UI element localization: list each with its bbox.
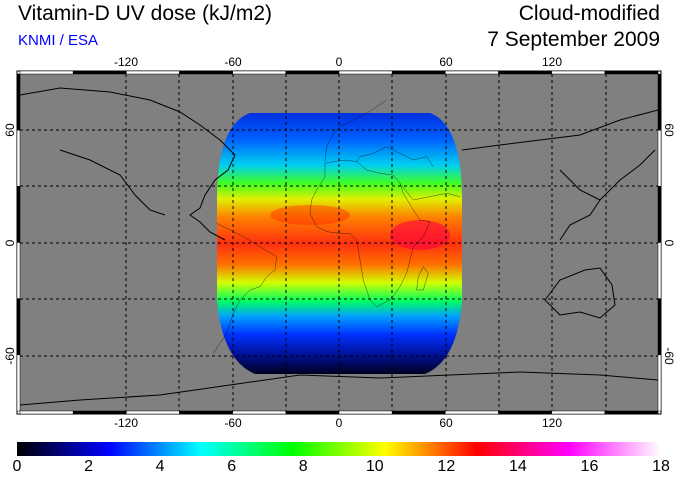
lat-label-left: 0 xyxy=(3,239,17,246)
frame-tick-segment xyxy=(16,298,21,356)
lat-label-right: 60 xyxy=(662,123,676,137)
arabia-coastline xyxy=(399,183,461,201)
frame-tick-segment xyxy=(657,129,662,187)
lon-label-top: 120 xyxy=(541,55,563,69)
madagascar-coastline xyxy=(416,266,429,291)
frame-tick-segment xyxy=(498,410,552,415)
lat-label-left: -60 xyxy=(3,347,17,365)
frame-tick-segment xyxy=(285,410,340,415)
europe-coastline xyxy=(324,99,434,167)
lon-label-bottom: 120 xyxy=(541,416,563,430)
africa-coastline xyxy=(309,159,431,307)
frame-tick-segment xyxy=(72,70,127,75)
credit-label: KNMI / ESA xyxy=(18,32,99,49)
latitude-labels: 60 0 -60 60 0 -60 xyxy=(3,123,676,365)
lon-label-top: 60 xyxy=(439,55,453,69)
map-frame-ticks xyxy=(16,70,662,415)
frame-tick-segment xyxy=(657,73,662,131)
lon-label-top: -120 xyxy=(113,55,139,69)
colorbar-tick-label: 14 xyxy=(508,458,527,475)
frame-tick-segment xyxy=(19,410,74,415)
world-map: 60 0 -60 60 0 -60 xyxy=(3,70,676,415)
mode-label: Cloud-modified xyxy=(518,2,660,25)
colorbar-tick-label: 2 xyxy=(84,458,93,475)
colorbar-tick-label: 12 xyxy=(437,458,456,475)
lon-label-top: 0 xyxy=(335,55,343,69)
frame-tick-segment xyxy=(391,70,446,75)
frame-tick-segment xyxy=(19,70,74,75)
uv-hotspot xyxy=(270,205,350,225)
uv-hotspot xyxy=(390,220,450,250)
date-label: 7 September 2009 xyxy=(487,28,660,51)
colorbar-tick-label: 0 xyxy=(12,458,22,475)
frame-tick-segment xyxy=(551,70,606,75)
frame-tick-segment xyxy=(498,70,552,75)
lat-label-right: -60 xyxy=(662,347,676,365)
coastlines xyxy=(20,87,658,406)
colorbar-tick-label: 10 xyxy=(365,458,384,475)
lon-label-bottom: -120 xyxy=(113,416,139,430)
frame-tick-segment xyxy=(657,298,662,356)
frame-tick-segment xyxy=(391,410,446,415)
colorbar-tick-label: 4 xyxy=(155,458,165,475)
frame-tick-segment xyxy=(16,242,21,299)
frame-tick-segment xyxy=(657,354,662,412)
graticule xyxy=(20,74,658,411)
frame-tick-segment xyxy=(16,129,21,187)
frame-tick-segment xyxy=(232,70,287,75)
map-title: Vitamin-D UV dose (kJ/m2) xyxy=(18,2,273,25)
frame-tick-segment xyxy=(445,70,499,75)
frame-tick-segment xyxy=(126,70,180,75)
frame-tick-segment xyxy=(657,242,662,299)
lat-label-right: 0 xyxy=(662,240,676,247)
frame-tick-segment xyxy=(285,70,340,75)
frame-tick-segment xyxy=(338,410,393,415)
frame-tick-segment xyxy=(179,410,233,415)
frame-tick-segment xyxy=(551,410,606,415)
frame-tick-segment xyxy=(16,73,21,131)
antarctica-coastline xyxy=(20,371,658,406)
lat-label-left: 60 xyxy=(3,123,17,137)
asia-coastline xyxy=(461,109,658,241)
lon-label-bottom: 0 xyxy=(335,416,343,430)
frame-tick-segment xyxy=(232,410,287,415)
colorbar xyxy=(17,442,661,456)
frame-tick-segment xyxy=(338,70,393,75)
colorbar-tick-label: 16 xyxy=(580,458,599,475)
frame-tick-segment xyxy=(604,70,659,75)
north-america-coastline xyxy=(20,87,236,241)
lon-label-top: -60 xyxy=(224,55,242,69)
frame-tick-segment xyxy=(16,354,21,412)
frame-tick-segment xyxy=(604,410,659,415)
colorbar-tick-label: 8 xyxy=(298,458,308,475)
frame-tick-segment xyxy=(657,186,662,243)
lon-label-bottom: 60 xyxy=(439,416,453,430)
frame-tick-segment xyxy=(179,70,233,75)
frame-tick-segment xyxy=(16,186,21,243)
australia-coastline xyxy=(544,267,616,319)
south-america-coastline xyxy=(213,223,277,354)
frame-tick-segment xyxy=(72,410,127,415)
lon-label-bottom: -60 xyxy=(224,416,242,430)
frame-tick-segment xyxy=(126,410,180,415)
colorbar-tick-label: 6 xyxy=(227,458,237,475)
frame-tick-segment xyxy=(445,410,499,415)
colorbar-tick-label: 18 xyxy=(652,458,670,475)
